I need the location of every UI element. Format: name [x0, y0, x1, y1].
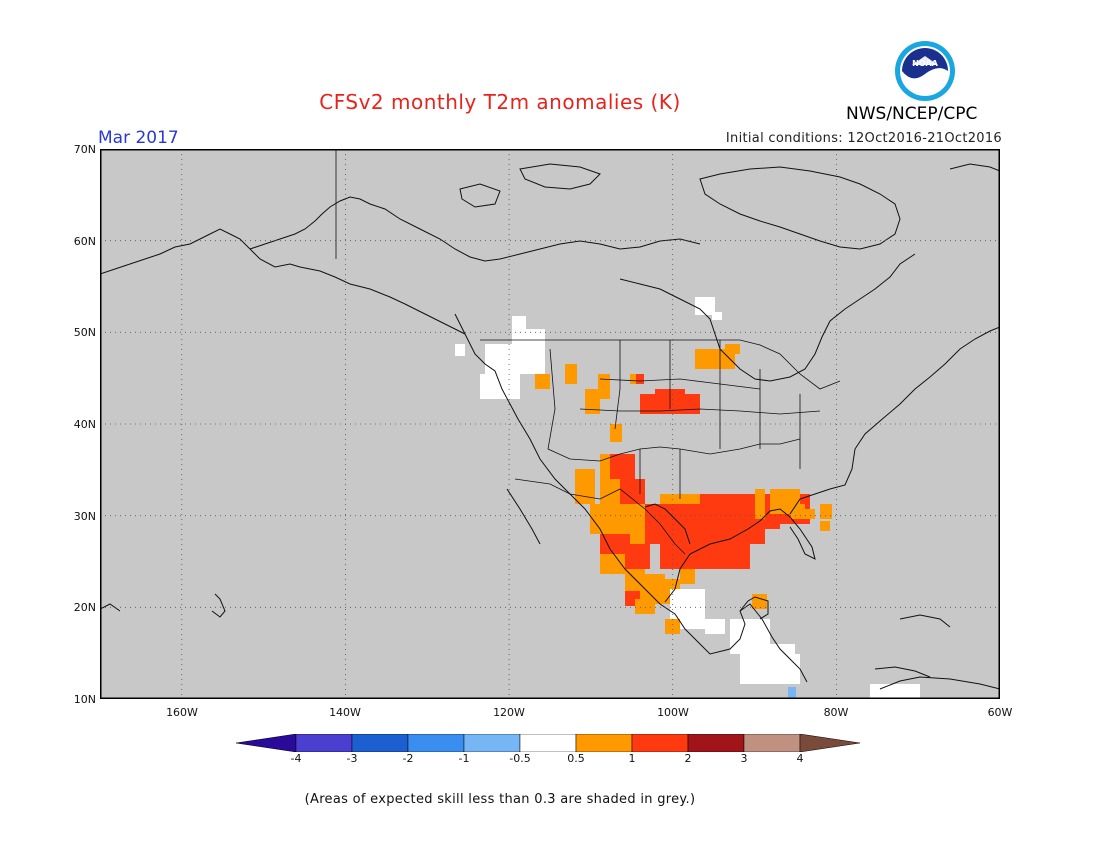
anomaly-cell-20	[590, 504, 650, 534]
anomaly-cell-48	[665, 619, 680, 634]
forecast-month: Mar 2017	[98, 128, 179, 148]
noaa-logo-icon: NOAA	[895, 41, 955, 101]
anomaly-cell-13	[610, 424, 622, 442]
anomaly-cell-39	[820, 521, 830, 531]
coastlines	[100, 163, 1000, 690]
anomaly-cell-10	[565, 364, 577, 384]
lat-label-10n: 10N	[73, 693, 96, 706]
anomaly-cell-26	[610, 454, 635, 479]
anomaly-cell-30	[700, 494, 780, 529]
anomaly-cell-44	[770, 644, 795, 664]
colorbar-label-8: 3	[740, 752, 748, 765]
anomaly-cell-3	[525, 329, 545, 354]
colorbar-label-2: -2	[402, 752, 414, 765]
anomaly-cell-8	[725, 344, 740, 354]
gridlines	[100, 149, 1000, 699]
anomaly-map	[100, 149, 1000, 699]
lat-label-20n: 20N	[73, 601, 96, 614]
anomaly-cell-27	[620, 479, 645, 504]
lon-label-160w: 160W	[166, 706, 198, 719]
skill-footnote: (Areas of expected skill less than 0.3 a…	[304, 792, 696, 807]
anomaly-cell-47	[635, 599, 655, 614]
colorbar	[236, 734, 861, 752]
colorbar-segment-3	[407, 734, 465, 752]
anomaly-cell-6	[712, 312, 722, 320]
colorbar-segment-high	[799, 734, 861, 752]
anomaly-cell-5	[695, 297, 715, 315]
colorbar-segment-low	[236, 734, 297, 752]
anomaly-cell-18	[575, 469, 595, 504]
anomaly-cell-32	[600, 534, 630, 554]
initial-conditions: Initial conditions: 12Oct2016-21Oct2016	[725, 131, 1002, 146]
lon-label-140w: 140W	[329, 706, 361, 719]
colorbar-segment-5	[519, 734, 577, 752]
svg-text:NOAA: NOAA	[912, 59, 938, 68]
chart-title: CFSv2 monthly T2m anomalies (K)	[319, 90, 681, 114]
colorbar-segment-9	[743, 734, 801, 752]
colorbar-label-0: -4	[290, 752, 302, 765]
colorbar-label-7: 2	[684, 752, 692, 765]
colorbar-segment-8	[687, 734, 745, 752]
anomaly-cell-29	[660, 544, 750, 569]
lon-label-100w: 100W	[657, 706, 689, 719]
colorbar-segment-7	[631, 734, 689, 752]
org-label: NWS/NCEP/CPC	[846, 104, 978, 124]
anomaly-cell-45	[752, 594, 767, 609]
anomaly-cell-17	[636, 374, 644, 384]
anomaly-cell-33	[625, 544, 650, 569]
anomaly-cells	[455, 297, 920, 699]
lat-label-30n: 30N	[73, 510, 96, 523]
lon-label-80w: 80W	[823, 706, 849, 719]
lon-label-60w: 60W	[987, 706, 1013, 719]
anomaly-cell-9	[535, 374, 550, 389]
lat-label-50n: 50N	[73, 326, 96, 339]
anomaly-cell-11	[585, 389, 600, 414]
colorbar-label-9: 4	[796, 752, 804, 765]
anomaly-cell-2	[480, 374, 520, 399]
lat-label-40n: 40N	[73, 418, 96, 431]
map-frame	[100, 149, 1000, 699]
colorbar-segment-2	[351, 734, 409, 752]
colorbar-label-4: -0.5	[509, 752, 531, 765]
lon-label-120w: 120W	[493, 706, 525, 719]
anomaly-cell-12	[598, 374, 610, 399]
anomaly-cell-4	[455, 344, 465, 356]
anomaly-cell-50	[870, 684, 920, 699]
anomaly-cell-34	[755, 489, 765, 519]
colorbar-segment-1	[295, 734, 353, 752]
lat-label-70n: 70N	[73, 143, 96, 156]
colorbar-segment-4	[463, 734, 521, 752]
anomaly-cell-37	[820, 504, 832, 519]
colorbar-segment-6	[575, 734, 633, 752]
anomaly-cell-49	[788, 687, 796, 699]
anomaly-cell-41	[705, 619, 725, 634]
colorbar-label-3: -1	[458, 752, 470, 765]
anomaly-cell-42	[730, 619, 770, 654]
colorbar-label-5: 0.5	[567, 752, 585, 765]
anomaly-cell-14	[630, 374, 640, 384]
anomaly-cell-38	[790, 509, 815, 519]
colorbar-label-1: -3	[346, 752, 358, 765]
colorbar-label-6: 1	[628, 752, 636, 765]
lat-label-60n: 60N	[73, 235, 96, 248]
